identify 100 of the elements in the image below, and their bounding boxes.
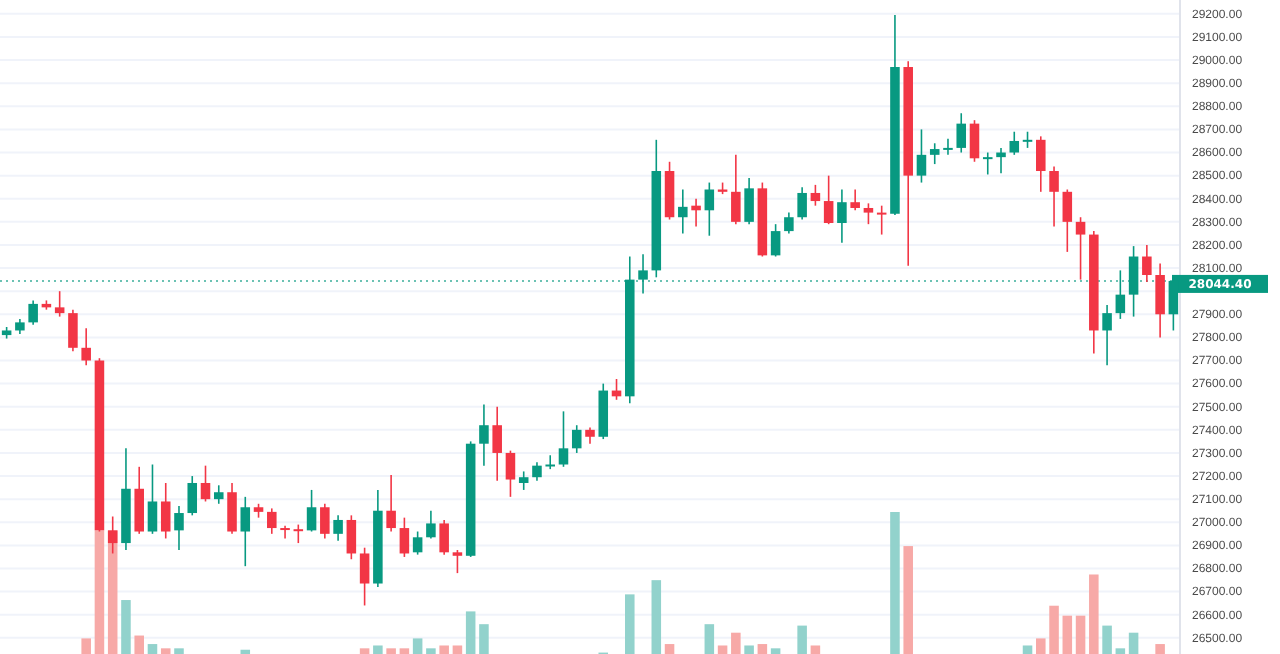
candlestick bbox=[505, 449, 516, 498]
candlestick bbox=[68, 308, 78, 353]
bar bbox=[160, 648, 171, 654]
candlestick bbox=[996, 147, 1006, 175]
bar bbox=[625, 594, 635, 654]
candlestick bbox=[1155, 262, 1165, 339]
bar bbox=[439, 645, 449, 654]
bar bbox=[399, 648, 410, 654]
bar bbox=[373, 645, 383, 654]
bar bbox=[731, 632, 741, 654]
candlestick bbox=[982, 151, 993, 176]
candlestick bbox=[1102, 304, 1112, 366]
bar bbox=[452, 645, 463, 654]
candlestick bbox=[678, 188, 688, 235]
bar bbox=[770, 648, 781, 654]
candlestick bbox=[147, 463, 158, 535]
candlestick bbox=[1036, 135, 1046, 193]
candlestick bbox=[850, 188, 860, 212]
candlestick bbox=[439, 519, 449, 556]
candlestick bbox=[1049, 165, 1059, 228]
candlestick bbox=[479, 403, 489, 467]
candlestick bbox=[280, 524, 290, 540]
candlestick bbox=[770, 223, 781, 258]
candlestick bbox=[731, 154, 741, 225]
candlestick bbox=[691, 197, 701, 228]
candlestick bbox=[1062, 188, 1073, 253]
candlestick bbox=[1115, 269, 1126, 320]
candlestick bbox=[704, 181, 715, 237]
candlestick bbox=[452, 549, 463, 574]
bar bbox=[704, 624, 715, 654]
candlestick bbox=[943, 137, 953, 156]
candlestick bbox=[837, 188, 847, 244]
bar bbox=[903, 546, 913, 654]
candlestick bbox=[638, 253, 648, 295]
bar bbox=[174, 648, 184, 654]
bar bbox=[810, 645, 821, 654]
candlestick bbox=[916, 128, 927, 184]
bar bbox=[147, 644, 158, 654]
bar bbox=[797, 625, 807, 654]
bar bbox=[664, 644, 675, 654]
bar bbox=[479, 624, 489, 654]
bar bbox=[717, 645, 728, 654]
bar bbox=[744, 645, 754, 654]
candlestick bbox=[558, 410, 569, 468]
candlestick bbox=[240, 496, 251, 567]
candlestick bbox=[28, 299, 38, 326]
candlestick bbox=[969, 119, 980, 163]
candlestick bbox=[810, 184, 821, 207]
candlestick bbox=[54, 290, 65, 318]
candlestick bbox=[426, 509, 436, 540]
bar bbox=[1075, 615, 1086, 654]
candlestick bbox=[107, 515, 118, 555]
bar bbox=[1089, 574, 1099, 654]
candlestick bbox=[492, 405, 502, 482]
candlestick bbox=[200, 464, 211, 503]
candlestick bbox=[823, 174, 834, 225]
candlestick bbox=[160, 482, 171, 540]
bar bbox=[1102, 625, 1112, 654]
bar bbox=[134, 635, 144, 654]
bar bbox=[757, 644, 768, 654]
bar bbox=[1155, 644, 1165, 654]
candlestick bbox=[1142, 244, 1152, 283]
candlestick bbox=[81, 327, 91, 366]
candlestick bbox=[664, 160, 675, 221]
candlestick bbox=[346, 514, 357, 561]
bar bbox=[890, 512, 900, 654]
candlestick bbox=[797, 186, 807, 221]
bar bbox=[1128, 632, 1139, 654]
candlestick bbox=[359, 546, 370, 607]
candlestick bbox=[227, 482, 237, 535]
candlestick bbox=[876, 204, 887, 236]
bar bbox=[81, 638, 91, 654]
bar bbox=[1115, 648, 1126, 654]
candlestick bbox=[571, 424, 582, 454]
candlestick bbox=[386, 474, 396, 533]
candlestick bbox=[956, 112, 967, 154]
candlestick bbox=[412, 530, 423, 556]
bar bbox=[412, 638, 423, 654]
bar bbox=[359, 648, 370, 654]
candlestick bbox=[174, 505, 184, 551]
candlestick bbox=[293, 523, 304, 544]
candlestick bbox=[1128, 245, 1139, 318]
candlestick bbox=[134, 466, 144, 535]
candlestick bbox=[187, 475, 198, 517]
bar bbox=[121, 600, 131, 654]
candlestick bbox=[929, 142, 940, 165]
bar bbox=[1022, 645, 1033, 654]
candlestick bbox=[598, 382, 609, 440]
candlestick bbox=[267, 507, 277, 535]
bar bbox=[1062, 615, 1073, 654]
bar bbox=[386, 648, 396, 654]
bar bbox=[426, 648, 436, 654]
candlestick bbox=[1075, 216, 1086, 281]
candlestick bbox=[213, 484, 224, 505]
bar bbox=[94, 530, 105, 654]
candlestick bbox=[333, 514, 343, 542]
candlestick bbox=[518, 470, 529, 491]
candlestick bbox=[306, 489, 317, 533]
candlestick bbox=[399, 516, 410, 558]
candlestick bbox=[863, 202, 874, 225]
